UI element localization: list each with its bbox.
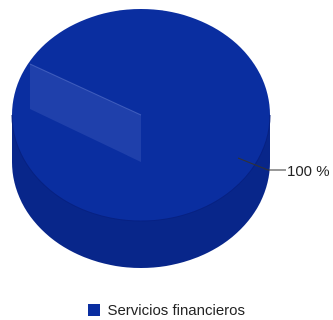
legend-label: Servicios financieros [107,302,245,319]
legend-swatch [87,304,100,316]
pie-rim [11,114,271,222]
chart-legend: Servicios financieros [0,302,333,320]
leader-line [237,157,286,171]
data-label-percent: 100 % [287,163,330,180]
legend-item-servicios-financieros: Servicios financieros [87,302,245,320]
pie-highlight [30,64,141,162]
pie-highlight-edge [29,63,142,116]
